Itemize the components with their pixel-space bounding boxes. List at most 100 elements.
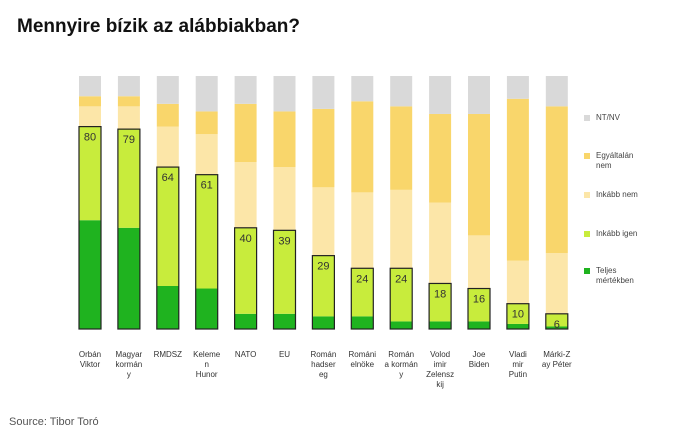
bar-group: [272, 76, 297, 330]
bar-segment-nt-nv: [390, 76, 413, 107]
bar-segment-egyaltalan-nem: [195, 111, 218, 135]
category-label: RMDSZ: [154, 350, 183, 359]
data-label: 24: [356, 273, 368, 285]
bar-segment-egyaltalan-nem: [234, 103, 257, 163]
bar-segment-inkabb-igen: [390, 268, 413, 322]
bar-segment-inkabb-nem: [312, 187, 335, 256]
category-label: Románi elnöke: [349, 350, 377, 369]
data-label: 18: [434, 288, 446, 300]
bar-segment-egyaltalan-nem: [79, 96, 101, 107]
trust-outline: [272, 229, 297, 330]
bar-segment-inkabb-igen: [156, 167, 179, 286]
category-label: Román hadser eg: [311, 350, 337, 379]
bar-segment-egyaltalan-nem: [545, 106, 568, 254]
category-label: Volod imir Zelensz kij: [426, 350, 454, 389]
bar-segment-egyaltalan-nem: [506, 98, 529, 261]
bar-segment-inkabb-nem: [468, 235, 490, 289]
bar-segment-nt-nv: [351, 76, 374, 102]
data-label: 16: [473, 294, 485, 306]
legend-item: Inkább igen: [584, 229, 637, 238]
bar-group: [195, 76, 219, 330]
trust-outline: [311, 255, 335, 330]
category-label: Joe Biden: [469, 350, 489, 369]
bar-segment-nt-nv: [312, 76, 335, 109]
bar-segment-inkabb-igen: [429, 283, 452, 322]
legend-label: NT/NV: [596, 113, 621, 122]
bar-segment-teljes-mertekben: [351, 316, 374, 329]
bar-segment-inkabb-nem: [156, 126, 179, 168]
bar-group: [428, 76, 452, 330]
bar-segment-nt-nv: [545, 76, 568, 107]
bar-segment-nt-nv: [117, 76, 140, 97]
bar-segment-nt-nv: [156, 76, 179, 104]
bar-segment-teljes-mertekben: [468, 321, 490, 329]
data-label: 6: [554, 319, 560, 331]
bar-segment-inkabb-nem: [273, 167, 296, 231]
bar-segment-inkabb-nem: [506, 260, 529, 304]
data-label: 24: [395, 273, 407, 285]
trust-outline: [350, 267, 374, 330]
bar-segment-teljes-mertekben: [429, 321, 452, 329]
trust-outline: [234, 227, 258, 330]
bar-segment-egyaltalan-nem: [390, 106, 413, 190]
bar-segment-inkabb-nem: [390, 189, 413, 269]
bar-segment-teljes-mertekben: [156, 285, 179, 329]
bar-segment-teljes-mertekben: [273, 313, 296, 329]
bar-segment-egyaltalan-nem: [273, 111, 296, 168]
bar-segment-egyaltalan-nem: [312, 108, 335, 188]
bar-segment-teljes-mertekben: [506, 323, 529, 329]
data-label: 80: [84, 132, 96, 144]
bar-group: [117, 76, 141, 330]
trust-outline: [467, 287, 491, 330]
bar-segment-inkabb-nem: [79, 106, 101, 127]
legend-swatch: [584, 115, 590, 121]
bar-segment-inkabb-igen: [79, 126, 101, 221]
legend-swatch: [584, 268, 590, 274]
bar-segment-nt-nv: [273, 76, 296, 112]
data-label: 39: [278, 235, 290, 247]
trust-outline: [195, 174, 219, 330]
legend-swatch: [584, 192, 590, 198]
bar-group: [311, 76, 335, 330]
bar-segment-inkabb-nem: [117, 106, 140, 130]
legend-item: Teljes mértékben: [584, 266, 634, 285]
category-label: Orbán Viktor: [79, 350, 101, 369]
bar-group: [545, 76, 569, 330]
trust-outline: [428, 282, 452, 330]
bar-segment-teljes-mertekben: [117, 227, 140, 329]
data-label: 64: [162, 172, 174, 184]
bar-segment-inkabb-igen: [468, 288, 490, 322]
legend-swatch: [584, 153, 590, 159]
bar-segment-nt-nv: [79, 76, 101, 97]
trust-outline: [389, 267, 413, 330]
bar-segment-inkabb-igen: [195, 174, 218, 289]
bar-segment-egyaltalan-nem: [468, 113, 490, 236]
legend-label: Inkább igen: [596, 229, 637, 238]
trust-outline: [506, 303, 530, 330]
bar-segment-nt-nv: [429, 76, 452, 114]
legend-label: Egyáltalán nem: [596, 151, 633, 170]
legend-swatch: [584, 231, 590, 237]
chart-title: Mennyire bízik az alábbiakban?: [17, 16, 300, 37]
bar-segment-teljes-mertekben: [312, 316, 335, 329]
bar-segment-egyaltalan-nem: [156, 103, 179, 127]
trust-outline: [78, 125, 102, 330]
bar-group: [234, 76, 258, 330]
data-label: 79: [123, 134, 135, 146]
trust-outline: [117, 128, 141, 330]
legend-label: Inkább nem: [596, 190, 638, 199]
trust-outline: [545, 313, 569, 330]
source-note: Source: Tibor Toró: [9, 416, 99, 428]
bar-segment-nt-nv: [195, 76, 218, 112]
bar-segment-inkabb-igen: [312, 255, 335, 317]
legend-item: NT/NV: [584, 113, 621, 122]
legend-label: Teljes mértékben: [596, 266, 634, 285]
bar-segment-inkabb-nem: [234, 162, 257, 228]
bar-segment-nt-nv: [506, 76, 529, 99]
bar-segment-inkabb-igen: [273, 230, 296, 314]
bar-group: [506, 76, 530, 330]
legend-item: Egyáltalán nem: [584, 151, 633, 170]
bar-group: [78, 76, 102, 330]
bar-segment-inkabb-igen: [351, 268, 374, 317]
